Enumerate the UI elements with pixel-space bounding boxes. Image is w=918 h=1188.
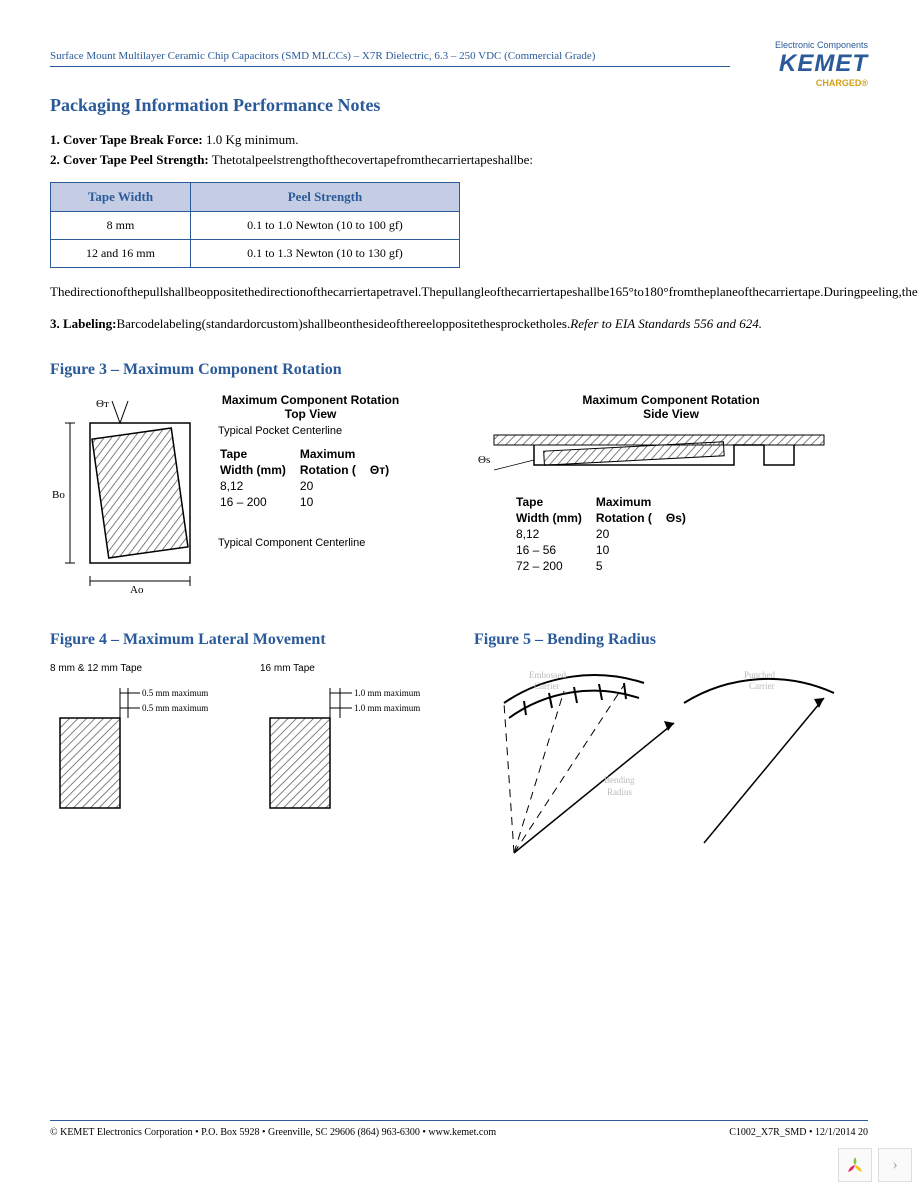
- table-header: Peel Strength: [190, 183, 459, 212]
- breadcrumb: Surface Mount Multilayer Ceramic Chip Ca…: [50, 50, 730, 67]
- side-rotation-table: TapeMaximum Width (mm)Rotation (Θs) 8,12…: [514, 493, 700, 575]
- logo-tagline-top: Electronic Components: [775, 40, 868, 50]
- figure-5-title: Figure 5 – Bending Radius: [474, 631, 868, 649]
- svg-text:Ao: Ao: [130, 584, 144, 593]
- figure-3-side-view: Maximum Component RotationSide View Θs T…: [474, 393, 868, 593]
- note-2: 2. Cover Tape Peel Strength: Thetotalpee…: [50, 152, 868, 168]
- section-title: Packaging Information Performance Notes: [50, 95, 868, 116]
- pocket-centerline-label: Typical Pocket Centerline: [218, 425, 403, 437]
- figure-4-right: 16 mm Tape 1.0 mm maximum 1.0 mm maximum: [260, 663, 430, 818]
- top-view-diagram: Θᴛ Bo Ao: [50, 393, 210, 593]
- footer-left: © KEMET Electronics Corporation • P.O. B…: [50, 1127, 496, 1138]
- svg-text:Bo: Bo: [52, 489, 65, 501]
- svg-text:Punched: Punched: [744, 670, 775, 680]
- logo-tagline-sub: CHARGED®: [775, 78, 868, 88]
- table-row: 12 and 16 mm0.1 to 1.3 Newton (10 to 130…: [51, 240, 460, 268]
- svg-text:1.0 mm maximum: 1.0 mm maximum: [354, 688, 420, 698]
- top-rotation-table: TapeMaximum Width (mm)Rotation (Θᴛ) 8,12…: [218, 445, 403, 511]
- figure-3-title: Figure 3 – Maximum Component Rotation: [50, 361, 868, 379]
- table-header: Tape Width: [51, 183, 191, 212]
- top-view-title: Maximum Component RotationTop View: [218, 393, 403, 421]
- svg-text:Θs: Θs: [478, 454, 490, 466]
- svg-text:Carrier: Carrier: [749, 681, 774, 691]
- note-1: 1. Cover Tape Break Force: 1.0 Kg minimu…: [50, 132, 868, 148]
- figure-3-top-view: Θᴛ Bo Ao: [50, 393, 444, 593]
- chevron-right-icon: ›: [892, 1156, 897, 1174]
- logo: Electronic Components KEMET CHARGED®: [775, 40, 868, 88]
- component-centerline-label: Typical Component Centerline: [218, 537, 403, 549]
- paragraph-pull-direction: Thedirectionofthepullshallbeoppositethed…: [50, 282, 868, 302]
- svg-text:Bending: Bending: [604, 775, 635, 785]
- svg-text:1.0 mm maximum: 1.0 mm maximum: [354, 703, 420, 713]
- svg-text:Θᴛ: Θᴛ: [96, 398, 109, 410]
- svg-text:0.5 mm maximum: 0.5 mm maximum: [142, 688, 208, 698]
- svg-text:0.5 mm maximum: 0.5 mm maximum: [142, 703, 208, 713]
- svg-text:Embossed: Embossed: [529, 670, 566, 680]
- next-page-button[interactable]: ›: [878, 1148, 912, 1182]
- footer: © KEMET Electronics Corporation • P.O. B…: [50, 1120, 868, 1138]
- logo-wordmark: KEMET: [775, 50, 868, 78]
- widget-logo-icon[interactable]: [838, 1148, 872, 1182]
- side-view-diagram: Θs: [474, 425, 834, 485]
- svg-text:Carrier: Carrier: [534, 681, 559, 691]
- svg-text:Radius: Radius: [607, 787, 632, 797]
- figure-4-left: 8 mm & 12 mm Tape 0.5 mm maximum: [50, 663, 220, 818]
- footer-right: C1002_X7R_SMD • 12/1/2014 20: [729, 1127, 868, 1138]
- page-nav-widget: ›: [838, 1148, 912, 1182]
- peel-strength-table: Tape Width Peel Strength 8 mm0.1 to 1.0 …: [50, 182, 460, 268]
- figure-4-title: Figure 4 – Maximum Lateral Movement: [50, 631, 444, 649]
- note-3: 3. Labeling:Barcodelabeling(standardorcu…: [50, 314, 868, 334]
- bending-radius-diagram: Embossed Carrier Bending Radius Punched …: [474, 663, 854, 863]
- table-row: 8 mm0.1 to 1.0 Newton (10 to 100 gf): [51, 212, 460, 240]
- side-view-title: Maximum Component RotationSide View: [474, 393, 868, 421]
